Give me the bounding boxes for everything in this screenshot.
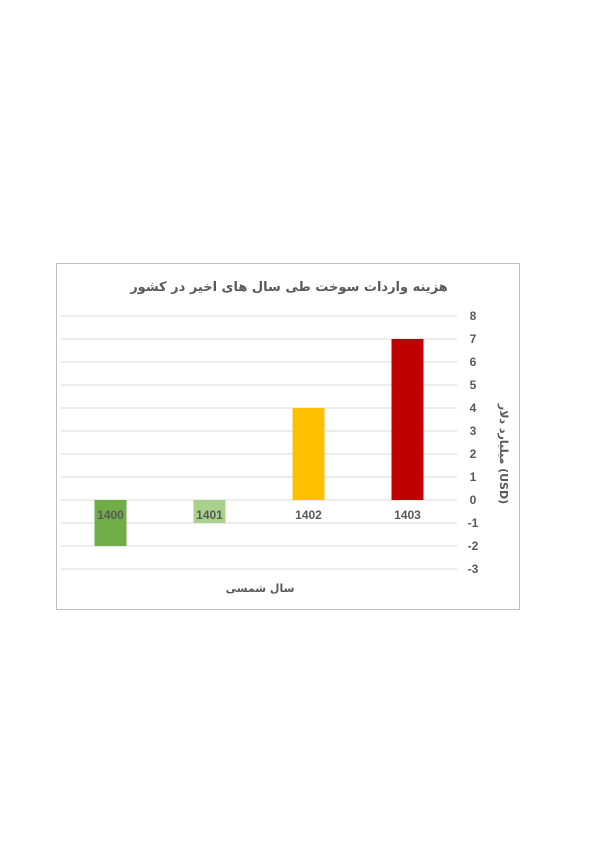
bars (94, 339, 424, 546)
bar-1400 (94, 500, 127, 546)
y-tick-labels: -3 -2 -1 0 1 2 3 4 5 6 7 8 (468, 309, 479, 576)
category-labels: 1400 1401 1402 1403 (97, 508, 421, 522)
y-tick-label: 2 (470, 447, 477, 461)
category-label-1403: 1403 (394, 508, 421, 522)
y-tick-label: -2 (468, 539, 479, 553)
bar-1401 (193, 500, 226, 523)
y-tick-label: -1 (468, 516, 479, 530)
y-tick-label: 8 (470, 309, 477, 323)
y-tick-label: 4 (470, 401, 477, 415)
y-tick-label: 5 (470, 378, 477, 392)
category-label-1402: 1402 (295, 508, 322, 522)
category-label-1401: 1401 (196, 508, 223, 522)
category-label-1400: 1400 (97, 508, 124, 522)
bar-1403 (391, 339, 424, 500)
y-tick-label: 0 (470, 493, 477, 507)
y-tick-label: -3 (468, 562, 479, 576)
gridlines (61, 315, 457, 570)
y-tick-label: 3 (470, 424, 477, 438)
bar-1402 (292, 408, 325, 500)
bar-chart: -3 -2 -1 0 1 2 3 4 5 6 7 8 1400 1401 1402 1403 هزینه و… (61, 280, 510, 595)
chart-title: هزینه واردات سوخت طی سال های اخیر در کشو… (129, 280, 448, 295)
x-axis-title: سال شمسی (226, 582, 295, 595)
y-axis-title: میلیارد دلار (USD) (497, 403, 510, 504)
y-tick-label: 1 (470, 470, 477, 484)
chart-frame: -3 -2 -1 0 1 2 3 4 5 6 7 8 1400 1401 1402 1403 هزینه و… (56, 263, 520, 610)
y-tick-label: 7 (470, 332, 477, 346)
y-tick-label: 6 (470, 355, 477, 369)
